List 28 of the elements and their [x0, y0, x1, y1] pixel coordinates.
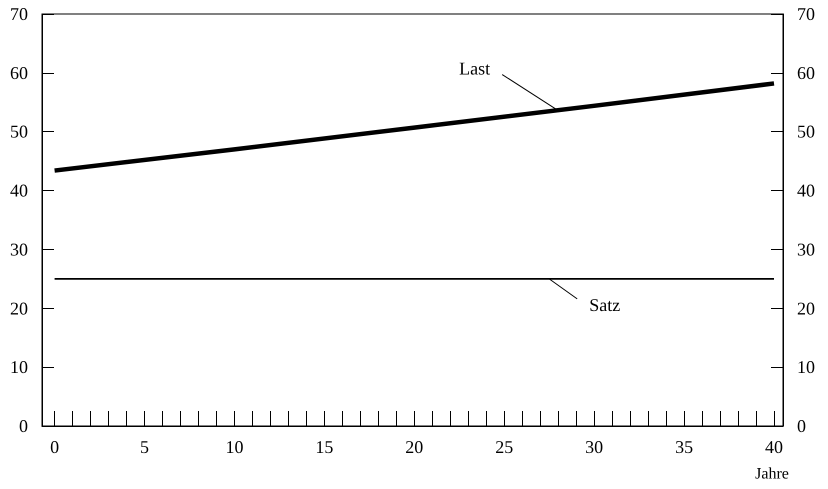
y2-tick-label: 20	[797, 298, 815, 318]
y2-tick-label: 10	[797, 357, 815, 378]
y-tick-label: 20	[10, 298, 28, 318]
x-tick-label: 40	[765, 437, 784, 457]
x-tick-label: 20	[405, 437, 424, 457]
annotation: Last	[459, 58, 490, 79]
x-tick-label: 30	[585, 437, 604, 457]
y2-tick-label: 60	[797, 62, 815, 83]
x-tick-label: 25	[495, 437, 514, 457]
y-tick-label: 50	[10, 122, 28, 142]
x-tick-label: 35	[675, 437, 694, 457]
annotation: Satz	[589, 294, 620, 315]
y-tick-label: 60	[10, 62, 28, 83]
x-tick-label: 0	[50, 437, 60, 457]
y2-tick-label: 70	[797, 4, 815, 24]
y2-tick-label: 0	[797, 416, 806, 436]
y2-tick-label: 50	[797, 122, 815, 142]
x-tick-label: 10	[225, 437, 244, 457]
x-tick-label: 5	[140, 437, 150, 457]
y2-tick-label: 40	[797, 180, 815, 201]
y-tick-label: 30	[10, 239, 28, 260]
y-tick-label: 10	[10, 357, 28, 378]
x-tick-label: 15	[315, 437, 334, 457]
y-tick-label: 40	[10, 180, 28, 201]
y-tick-label: 0	[19, 416, 28, 436]
x-axis-title: Jahre	[755, 466, 789, 482]
y2-tick-label: 30	[797, 239, 815, 260]
y-tick-label: 70	[10, 4, 28, 24]
